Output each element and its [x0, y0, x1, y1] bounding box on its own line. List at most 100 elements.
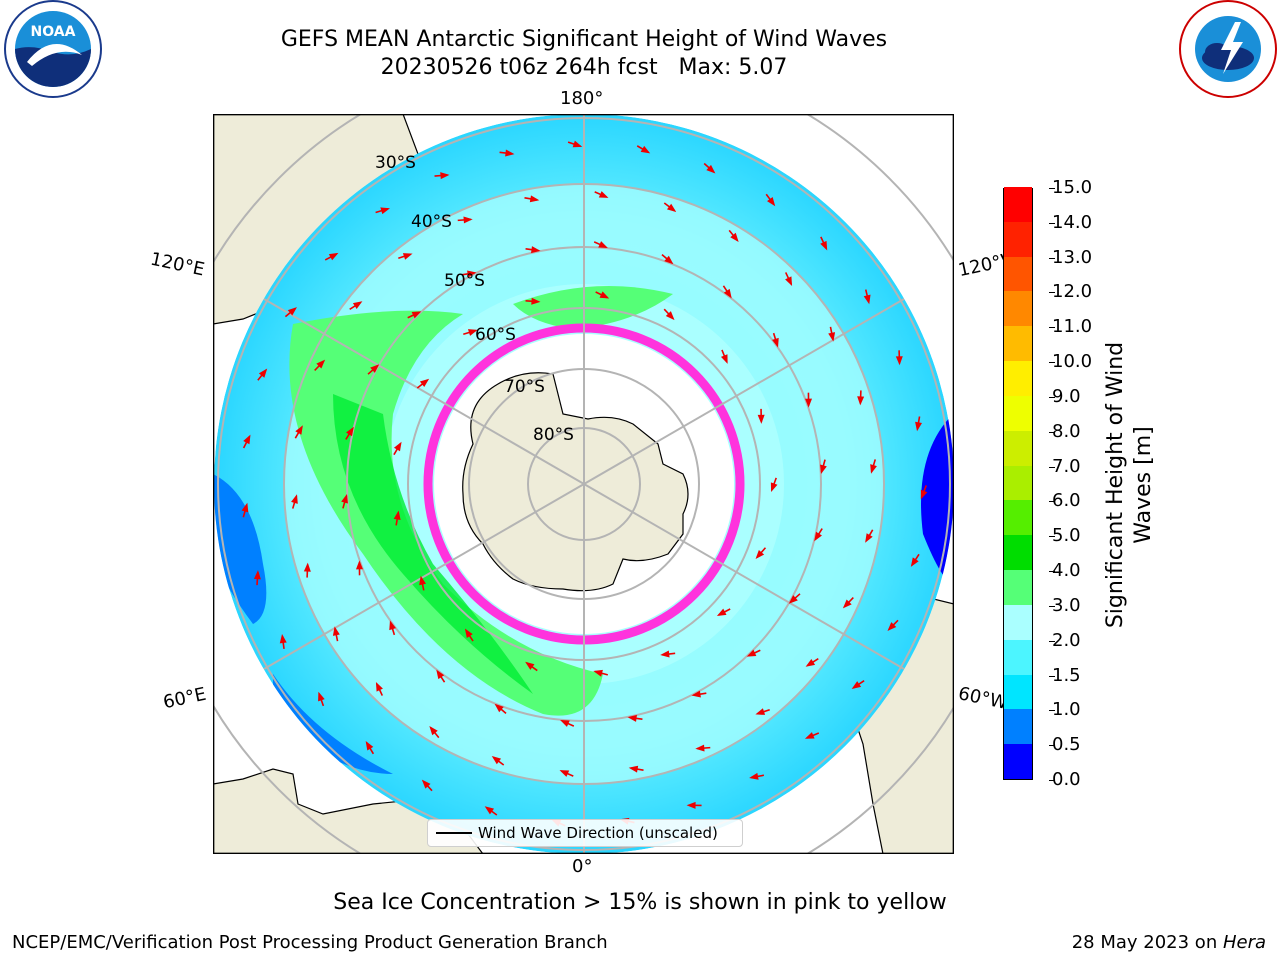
wind-wave-arrowhead: [328, 252, 339, 261]
colorbar-tick-label: 12.0: [1048, 281, 1093, 303]
wind-wave-arrowhead: [593, 669, 603, 677]
noaa-logo-text: NOAA: [31, 24, 76, 40]
colorbar-segment: [1004, 325, 1032, 362]
colorbar-segment: [1004, 708, 1032, 745]
wind-wave-arrowhead: [720, 354, 728, 364]
wind-wave-arrowhead: [842, 599, 852, 609]
wind-wave-arrowhead: [665, 311, 675, 321]
wind-wave-arrowhead: [279, 634, 287, 644]
colorbar-tick-label: 0.5: [1049, 734, 1081, 756]
wind-wave-arrowhead: [749, 772, 759, 780]
colorbar-tick-label: 9.0: [1049, 385, 1081, 407]
nws-logo: [1177, 0, 1279, 100]
antarctica-land: [462, 372, 689, 592]
wind-wave-arrowhead: [295, 425, 303, 435]
colorbar-segment: [1004, 221, 1032, 257]
wind-wave-arrowhead: [666, 203, 677, 213]
colorbar-tick-label: 13.0: [1048, 246, 1093, 268]
wind-wave-arrowhead: [863, 294, 871, 305]
wind-wave-arrowhead: [525, 661, 535, 670]
wind-wave-arrowhead: [757, 414, 765, 424]
graticule: [213, 114, 954, 854]
wind-wave-arrowhead: [686, 801, 696, 809]
wind-wave-arrowhead: [865, 533, 873, 543]
wind-wave-arrowhead: [640, 145, 651, 154]
wind-wave-arrowhead: [820, 240, 828, 251]
wind-wave-arrowhead: [402, 253, 413, 260]
wind-wave-arrowhead: [258, 368, 268, 378]
wind-wave-arrowhead: [491, 755, 502, 765]
chart-title: GEFS MEAN Antarctic Significant Height o…: [184, 26, 984, 82]
wind-wave-arrowhead: [851, 681, 862, 690]
colorbar-tick-label: 1.5: [1049, 664, 1081, 686]
wind-wave-arrowhead: [910, 557, 919, 567]
map-legend: Wind Wave Direction (unscaled): [427, 819, 743, 847]
wind-wave-arrowhead: [805, 398, 813, 408]
wind-wave-arrowhead: [767, 196, 776, 207]
wind-wave-arrowhead: [660, 650, 670, 658]
lat-label-30s: 30°S: [375, 153, 416, 173]
wind-wave-arrowhead: [291, 494, 298, 504]
colorbar-tick-label: 14.0: [1048, 211, 1093, 233]
date-value: 28 May 2023 on: [1071, 932, 1223, 953]
wind-wave-arrowhead: [730, 232, 739, 242]
colorbar-segment: [1004, 465, 1032, 501]
wind-wave-arrowhead: [599, 291, 610, 299]
date-text: 28 May 2023 on Hera: [1072, 932, 1266, 953]
wind-wave-arrowhead: [370, 364, 380, 373]
colorbar-segment: [1004, 186, 1032, 222]
wind-wave-arrowhead: [716, 608, 727, 616]
wind-wave-arrowhead: [411, 311, 422, 319]
colorbar-segment: [1004, 430, 1032, 466]
wind-wave-arrowhead: [887, 622, 897, 631]
title-line-1: GEFS MEAN Antarctic Significant Height o…: [280, 27, 888, 52]
wind-wave-arrowhead: [870, 464, 877, 474]
wind-wave-arrowhead: [804, 732, 815, 739]
wind-wave-arrowhead: [464, 628, 473, 638]
wind-wave-arrowhead: [303, 562, 311, 572]
colorbar-segment: [1004, 639, 1032, 675]
wind-wave-arrowhead: [746, 649, 757, 657]
wind-wave-arrowhead: [691, 690, 701, 698]
wind-wave-arrowhead: [463, 216, 473, 224]
wind-wave-arrowhead: [352, 301, 363, 310]
wind-wave-arrowhead: [915, 421, 922, 432]
wind-wave-arrowhead: [429, 726, 438, 736]
lon-label-120e: 120°E: [148, 248, 207, 281]
colorbar-segment: [1004, 534, 1032, 571]
wind-wave-arrowhead: [572, 140, 583, 148]
wind-wave-arrowhead: [531, 297, 541, 305]
wind-wave-arrowhead: [814, 531, 822, 542]
wind-wave-arrowhead: [857, 396, 865, 406]
wind-wave-arrowhead: [628, 765, 639, 773]
wind-wave-arrowhead: [421, 779, 431, 789]
wind-wave-arrowhead: [380, 207, 390, 215]
colorbar-segment: [1004, 290, 1032, 327]
wind-wave-arrowhead: [332, 626, 340, 636]
lat-label-70s: 70°S: [504, 377, 545, 397]
wind-wave-arrowhead: [393, 441, 402, 452]
wind-wave-arrowhead: [598, 191, 609, 198]
colorbar-tick-label: 0.0: [1049, 769, 1081, 790]
colorbar-segment: [1004, 604, 1032, 640]
legend-line-swatch: [436, 832, 472, 834]
colorbar-segment: [1004, 674, 1032, 710]
wind-wave-arrowhead: [375, 681, 383, 692]
wind-wave-arrowhead: [695, 744, 705, 752]
colorbar-segment: [1004, 499, 1032, 536]
wind-wave-arrowhead: [484, 806, 495, 815]
wind-wave-arrowhead: [241, 502, 249, 513]
colorbar-segment: [1004, 743, 1032, 779]
colorbar: [1003, 186, 1033, 780]
wind-wave-arrowhead: [755, 549, 765, 560]
wind-wave-arrowhead: [318, 691, 325, 702]
credit-text: NCEP/EMC/Verification Post Processing Pr…: [12, 932, 608, 953]
colorbar-tick-label: 4.0: [1049, 560, 1081, 582]
lon-label-bottom: 0°: [572, 856, 593, 877]
wind-wave-arrowhead: [467, 270, 477, 278]
lon-label-60e: 60°E: [161, 683, 208, 714]
latitude-labels: 30°S 40°S 50°S 60°S 70°S 80°S: [375, 153, 574, 445]
wind-wave-arrowhead: [341, 493, 348, 504]
lat-label-80s: 80°S: [533, 425, 574, 445]
wind-wave-arrowhead: [467, 329, 478, 336]
